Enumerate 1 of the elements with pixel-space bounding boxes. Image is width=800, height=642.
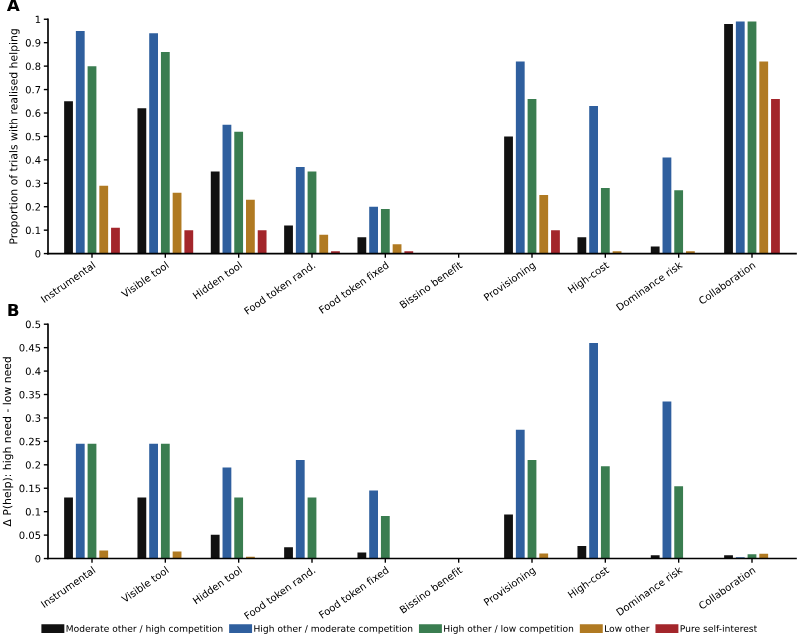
text: B — [8, 303, 19, 317]
